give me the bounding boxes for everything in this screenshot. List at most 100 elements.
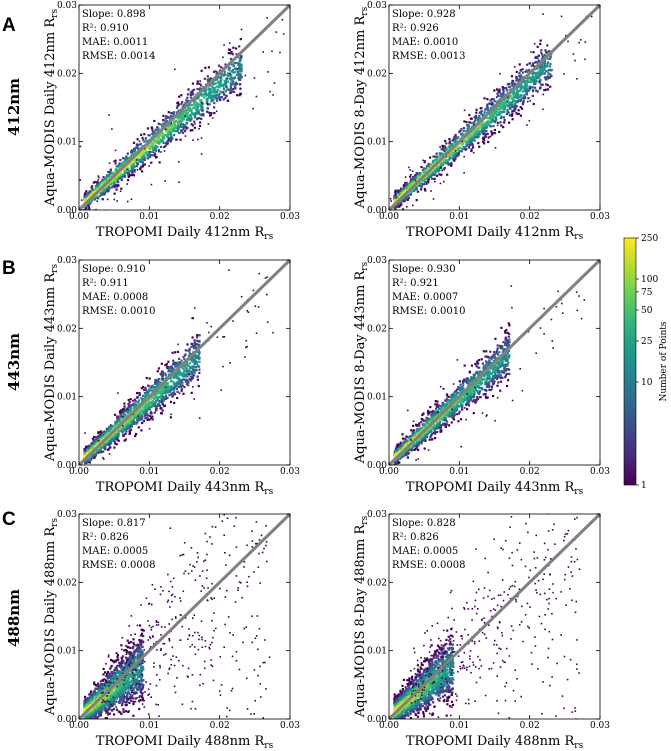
point: [170, 131, 173, 134]
point: [200, 104, 204, 107]
point: [182, 105, 185, 108]
point: [175, 365, 178, 368]
point: [486, 132, 489, 136]
point: [503, 103, 506, 106]
point: [511, 81, 514, 85]
point: [549, 85, 552, 88]
point: [165, 130, 168, 133]
point: [169, 387, 173, 390]
point: [503, 105, 507, 108]
point: [146, 416, 149, 419]
point: [156, 145, 159, 148]
point: [432, 198, 435, 200]
point: [495, 107, 498, 111]
point: [517, 112, 520, 115]
point: [142, 403, 145, 406]
point: [510, 75, 514, 78]
point: [94, 436, 98, 439]
point: [120, 164, 123, 167]
point: [465, 121, 468, 124]
point: [193, 339, 196, 342]
point: [173, 401, 176, 405]
point: [113, 186, 116, 189]
point: [200, 105, 203, 108]
point: [156, 126, 159, 129]
point: [196, 375, 199, 378]
point: [425, 165, 429, 168]
point: [528, 85, 532, 88]
point: [170, 122, 173, 125]
point: [516, 88, 519, 91]
point: [484, 108, 487, 111]
point: [489, 125, 492, 128]
point: [474, 119, 477, 122]
point: [157, 367, 160, 370]
point: [147, 134, 150, 137]
point: [204, 88, 207, 91]
point: [459, 133, 463, 136]
point: [171, 351, 174, 354]
point: [500, 124, 503, 127]
point: [96, 449, 99, 452]
point: [472, 133, 476, 136]
point: [467, 129, 470, 132]
point: [116, 175, 119, 178]
point: [547, 72, 550, 75]
point: [190, 117, 193, 120]
point: [199, 113, 202, 116]
point: [130, 155, 133, 158]
point: [560, 15, 563, 18]
point: [185, 118, 188, 121]
point: [403, 191, 406, 194]
point: [436, 168, 439, 171]
point: [127, 175, 130, 178]
point: [408, 184, 412, 187]
point: [506, 105, 509, 108]
point: [496, 124, 499, 127]
point: [168, 138, 171, 141]
point: [526, 85, 529, 88]
point: [515, 77, 518, 80]
point: [446, 150, 449, 153]
point: [230, 79, 233, 82]
point: [150, 405, 153, 408]
point: [138, 160, 141, 163]
point: [149, 397, 152, 400]
point: [507, 96, 509, 98]
point: [197, 110, 200, 114]
point: [214, 70, 217, 73]
point: [161, 399, 164, 402]
point: [411, 180, 414, 183]
point: [182, 371, 185, 374]
point: [531, 86, 534, 89]
point: [499, 110, 502, 113]
x-tick-label: 0.03: [590, 212, 610, 222]
point: [433, 167, 436, 170]
point: [523, 89, 526, 92]
point: [168, 394, 171, 397]
point: [490, 120, 493, 123]
point: [488, 124, 491, 127]
point: [510, 97, 513, 100]
point: [486, 104, 489, 108]
point: [109, 173, 112, 176]
point: [145, 390, 148, 393]
point: [226, 80, 230, 83]
point: [122, 161, 125, 164]
point: [490, 115, 493, 118]
point: [526, 124, 528, 126]
point: [157, 122, 160, 125]
point: [482, 126, 485, 130]
point: [114, 184, 117, 187]
point: [494, 119, 497, 122]
point: [186, 371, 189, 374]
point: [175, 387, 179, 391]
point: [115, 435, 118, 438]
point: [202, 89, 205, 93]
point: [183, 386, 186, 389]
point: [190, 371, 193, 374]
point: [523, 94, 526, 97]
point: [522, 95, 525, 98]
point: [91, 188, 94, 191]
point: [116, 200, 118, 202]
